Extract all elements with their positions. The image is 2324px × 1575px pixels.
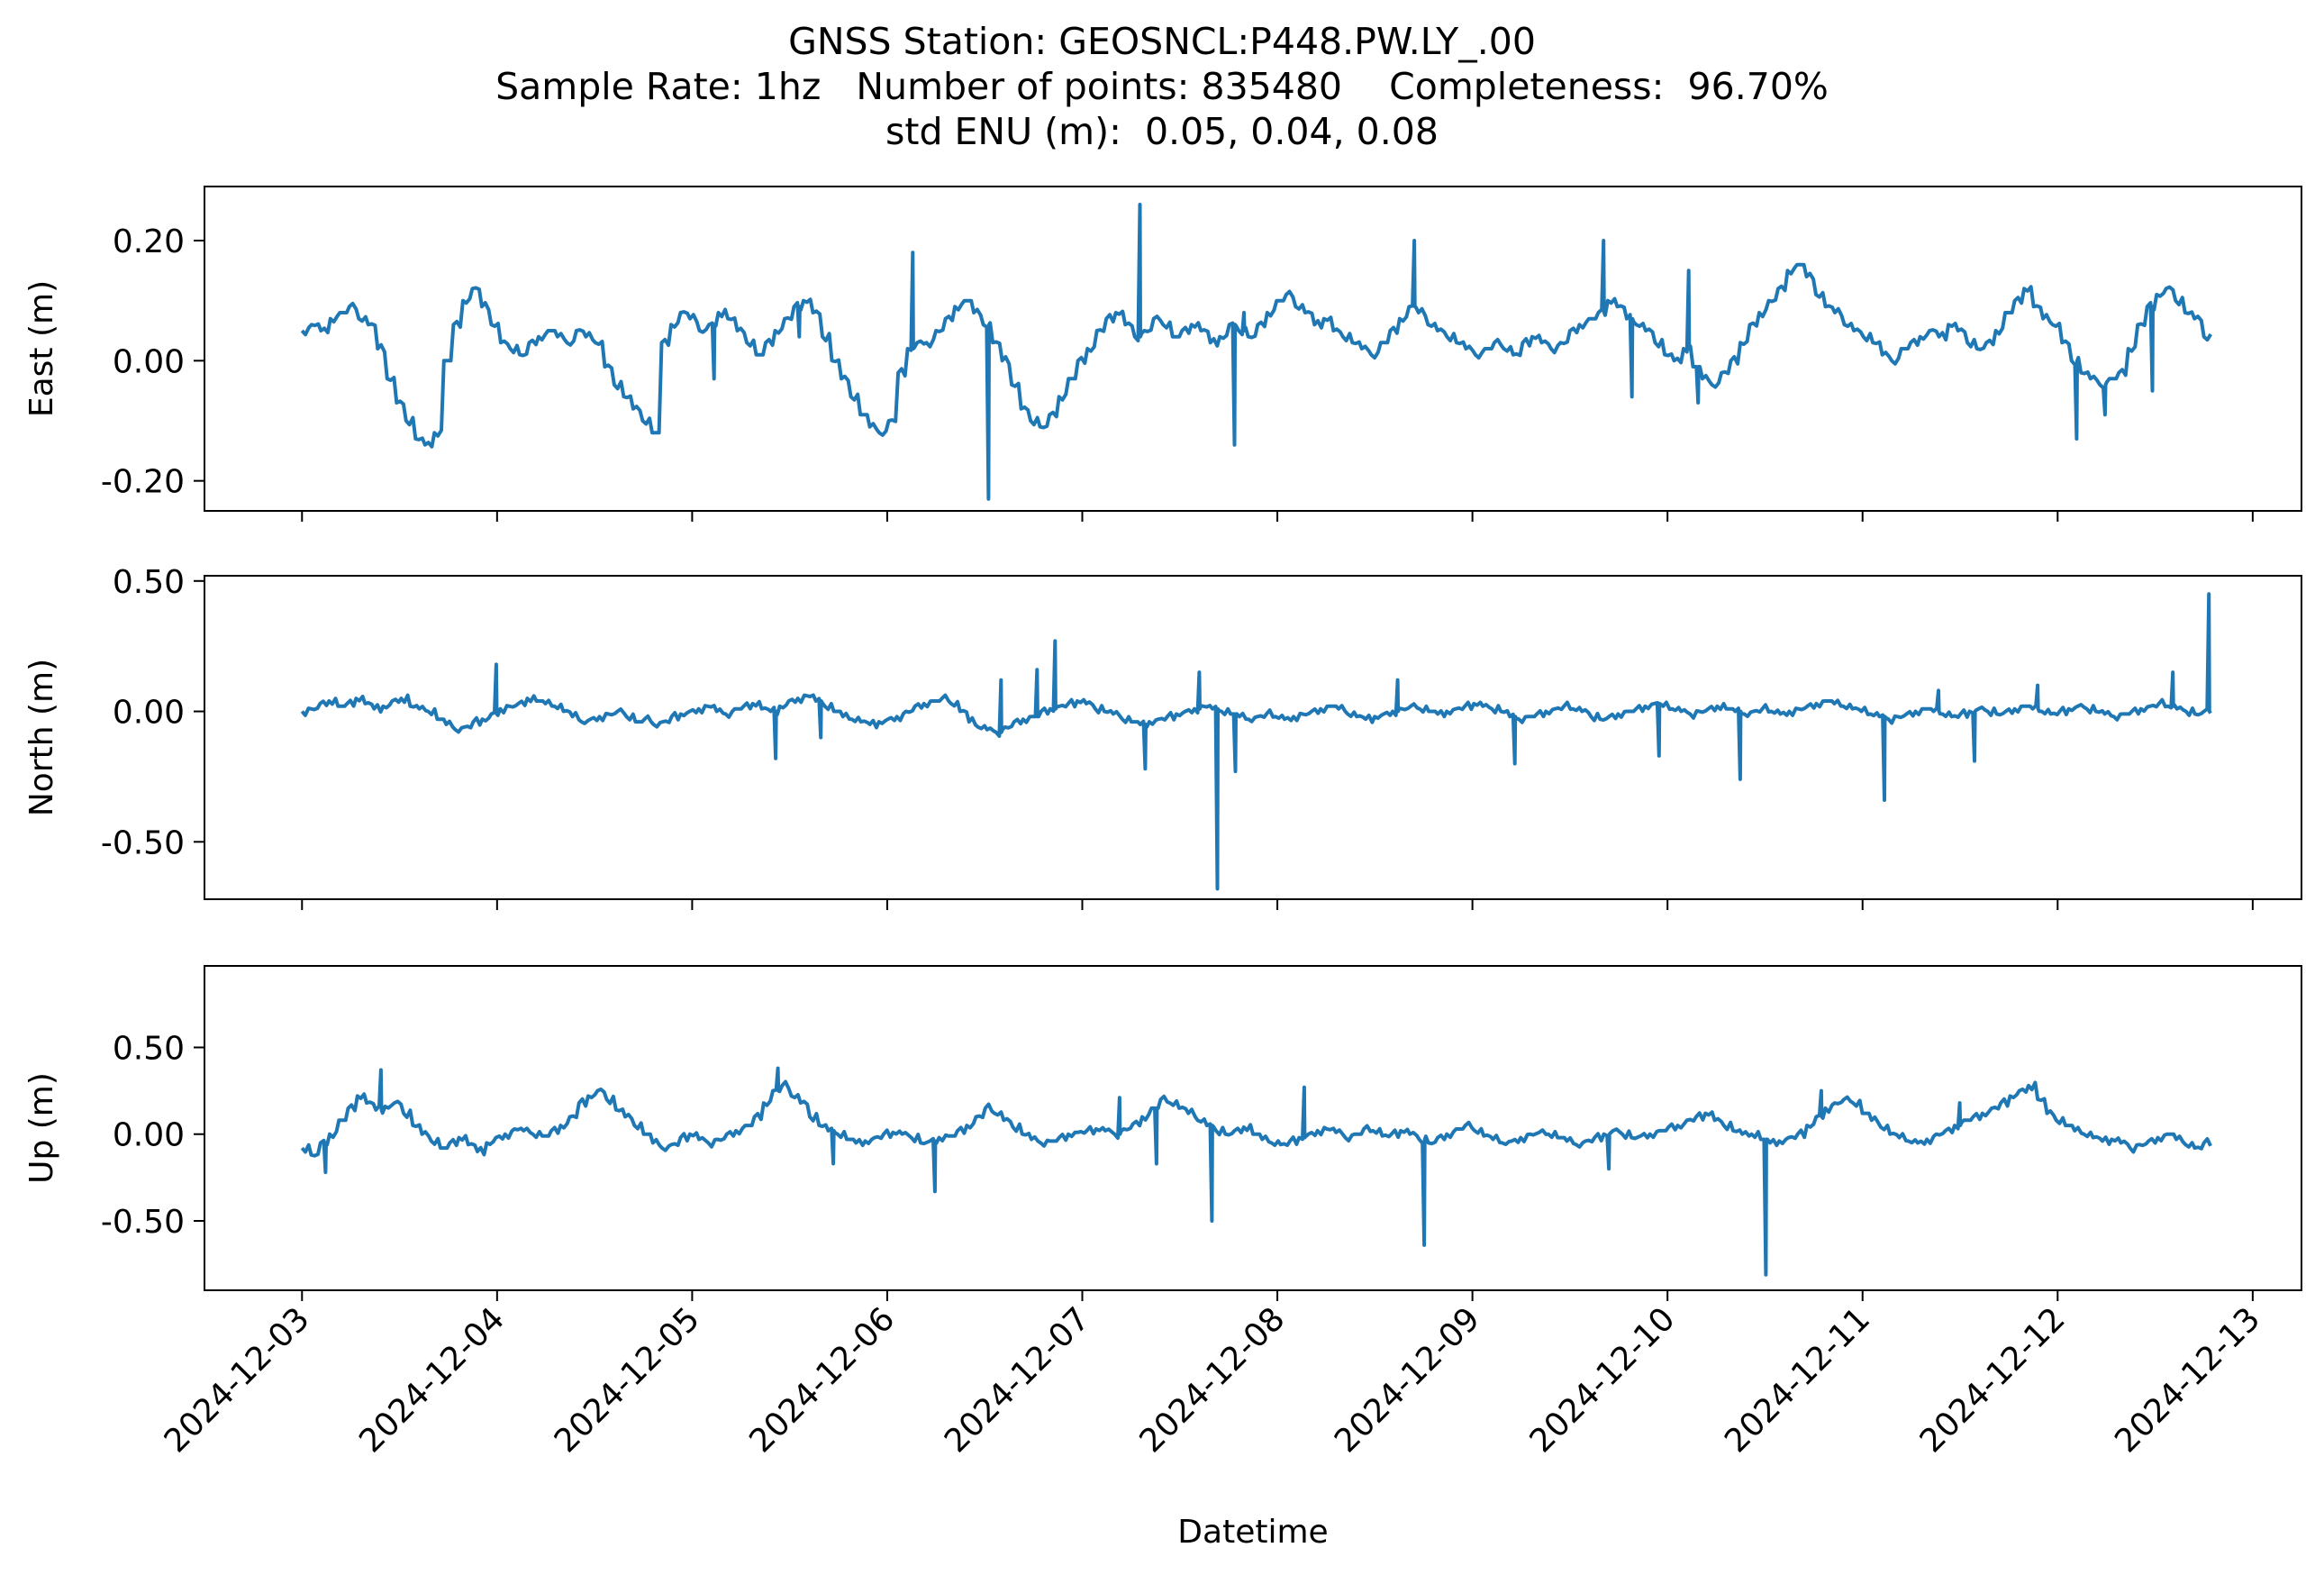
y-tick-label-2-0: 0.50	[113, 1030, 185, 1067]
y-tick-label-1-1: 0.00	[113, 695, 185, 732]
series-line-1	[300, 592, 2212, 891]
chart-title-line-1: GNSS Station: GEOSNCL:P448.PW.LY_.00	[788, 20, 1536, 63]
x-tick-label-6: 2024-12-09	[1328, 1300, 1487, 1460]
x-tick-label-3: 2024-12-06	[742, 1300, 902, 1460]
chart-title-line-3: std ENU (m): 0.05, 0.04, 0.08	[885, 110, 1439, 153]
panel-2: 0.50 0.00 -0.50 Up (m)	[23, 965, 2302, 1301]
chart-title-line-2: Sample Rate: 1hz Number of points: 83548…	[495, 65, 1829, 108]
x-tick-label-9: 2024-12-12	[1913, 1300, 2073, 1460]
panel-0: 0.20 0.00 -0.20 East (m)	[23, 186, 2302, 522]
series-line-0	[300, 203, 2213, 501]
y-tick-label-2-2: -0.50	[101, 1204, 185, 1241]
axes-frame-0	[204, 186, 2302, 512]
y-tick-label-0-1: 0.00	[113, 343, 185, 380]
panel-1: 0.50 0.00 -0.50 North (m)	[23, 564, 2302, 910]
x-tick-label-5: 2024-12-08	[1133, 1300, 1293, 1460]
x-tick-label-7: 2024-12-10	[1523, 1300, 1683, 1460]
y-tick-label-1-0: 0.50	[113, 564, 185, 601]
y-tick-label-2-1: 0.00	[113, 1117, 185, 1154]
y-axis-label-0: East (m)	[23, 280, 60, 417]
x-tick-label-1: 2024-12-04	[352, 1300, 512, 1460]
y-tick-label-0-2: -0.20	[101, 464, 185, 501]
x-tick-label-2: 2024-12-05	[548, 1300, 707, 1460]
x-tick-label-0: 2024-12-03	[158, 1300, 317, 1460]
x-axis-label: Datetime	[1177, 1514, 1328, 1551]
y-tick-label-1-2: -0.50	[101, 824, 185, 861]
axes-frame-2	[204, 965, 2302, 1291]
x-tick-label-10: 2024-12-13	[2108, 1300, 2267, 1460]
y-tick-label-0-0: 0.20	[113, 223, 185, 260]
x-tick-label-4: 2024-12-07	[938, 1300, 1097, 1460]
axes-frame-1	[204, 575, 2302, 900]
series-line-2	[300, 1066, 2212, 1277]
y-axis-label-2: Up (m)	[23, 1072, 60, 1184]
x-tick-label-8: 2024-12-11	[1718, 1300, 1877, 1460]
y-axis-label-1: North (m)	[23, 659, 60, 816]
